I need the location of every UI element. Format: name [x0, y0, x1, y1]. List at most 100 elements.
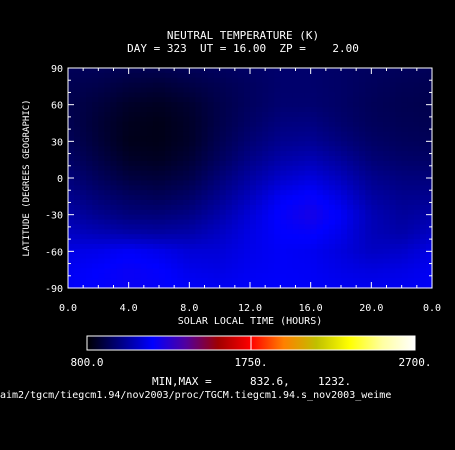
heatmap-cell	[225, 263, 233, 270]
heatmap-cell	[304, 200, 312, 206]
heatmap-cell	[274, 239, 281, 245]
heatmap-cell	[231, 244, 239, 250]
heatmap-cell	[183, 151, 190, 157]
heatmap-cell	[116, 156, 124, 162]
heatmap-cell	[262, 263, 269, 270]
heatmap-cell	[104, 190, 112, 196]
heatmap-cell	[110, 97, 118, 103]
heatmap-cell	[383, 268, 391, 274]
heatmap-cell	[419, 248, 427, 255]
heatmap-cell	[98, 185, 105, 191]
heatmap-cell	[274, 68, 281, 74]
heatmap-cell	[225, 180, 233, 186]
heatmap-cell	[359, 126, 366, 133]
heatmap-cell	[152, 204, 160, 211]
heatmap-cell	[316, 229, 324, 235]
heatmap-cell	[304, 97, 312, 103]
heatmap-cell	[268, 244, 275, 250]
heatmap-cell	[195, 165, 203, 172]
heatmap-cell	[116, 268, 124, 274]
heatmap-cell	[250, 131, 257, 138]
heatmap-cell	[286, 185, 294, 191]
heatmap-cell	[146, 244, 154, 250]
heatmap-cell	[262, 87, 269, 94]
heatmap-cell	[322, 244, 330, 250]
heatmap-cell	[195, 126, 203, 133]
heatmap-cell	[322, 112, 330, 118]
heatmap-cell	[407, 239, 415, 245]
heatmap-cell	[419, 97, 427, 103]
heatmap-cell	[213, 204, 221, 211]
heatmap-cell	[68, 97, 75, 103]
heatmap-cell	[334, 165, 342, 172]
heatmap-cell	[92, 195, 99, 201]
heatmap-cell	[304, 68, 312, 74]
heatmap-cell	[237, 131, 245, 138]
heatmap-cell	[195, 121, 203, 128]
heatmap-cell	[256, 209, 263, 216]
heatmap-cell	[286, 224, 294, 230]
heatmap-cell	[86, 77, 93, 84]
heatmap-cell	[322, 72, 330, 79]
heatmap-cell	[86, 175, 93, 182]
heatmap-cell	[310, 141, 318, 147]
heatmap-cell	[419, 200, 427, 206]
heatmap-cell	[92, 263, 99, 270]
heatmap-cell	[195, 112, 203, 118]
heatmap-cell	[286, 126, 294, 133]
heatmap-cell	[383, 204, 391, 211]
heatmap-cell	[419, 112, 427, 118]
heatmap-cell	[407, 224, 415, 230]
heatmap-cell	[268, 195, 275, 201]
heatmap-cell	[86, 278, 93, 284]
heatmap-cell	[86, 97, 93, 103]
heatmap-cell	[334, 68, 342, 74]
heatmap-cell	[98, 273, 105, 279]
heatmap-cell	[98, 112, 105, 118]
heatmap-cell	[171, 87, 178, 94]
heatmap-cell	[68, 136, 75, 142]
heatmap-cell	[225, 160, 233, 167]
heatmap-cell	[262, 253, 269, 260]
heatmap-cell	[377, 82, 385, 89]
heatmap-cell	[280, 185, 287, 191]
heatmap-cell	[207, 253, 215, 260]
heatmap-cell	[201, 121, 209, 128]
heatmap-cell	[334, 156, 342, 162]
heatmap-cell	[407, 141, 415, 147]
heatmap-cell	[165, 219, 172, 226]
heatmap-cell	[201, 263, 209, 270]
heatmap-cell	[371, 156, 378, 162]
heatmap-cell	[219, 146, 227, 152]
heatmap-cell	[159, 165, 166, 172]
heatmap-cell	[171, 146, 178, 152]
heatmap-cell	[328, 156, 336, 162]
heatmap-cell	[140, 278, 148, 284]
heatmap-cell	[292, 97, 300, 103]
heatmap-cell	[195, 68, 203, 74]
heatmap-cell	[425, 195, 433, 201]
heatmap-cell	[68, 141, 75, 147]
heatmap-cell	[74, 273, 81, 279]
heatmap-cell	[322, 214, 330, 221]
heatmap-cell	[80, 126, 87, 133]
heatmap-cell	[401, 112, 409, 118]
heatmap-cell	[86, 126, 93, 133]
heatmap-cell	[256, 141, 263, 147]
heatmap-cell	[110, 170, 118, 177]
heatmap-cell	[183, 248, 190, 255]
heatmap-cell	[334, 273, 342, 279]
heatmap-cell	[268, 92, 275, 98]
heatmap-cell	[322, 116, 330, 123]
heatmap-cell	[171, 214, 178, 221]
heatmap-cell	[389, 244, 397, 250]
heatmap-cell	[310, 102, 318, 108]
heatmap-cell	[316, 258, 324, 265]
heatmap-cell	[377, 141, 385, 147]
heatmap-cell	[74, 156, 81, 162]
heatmap-cell	[225, 258, 233, 265]
heatmap-cell	[207, 116, 215, 123]
heatmap-cell	[304, 273, 312, 279]
heatmap-cell	[92, 185, 99, 191]
heatmap-cell	[413, 180, 421, 186]
